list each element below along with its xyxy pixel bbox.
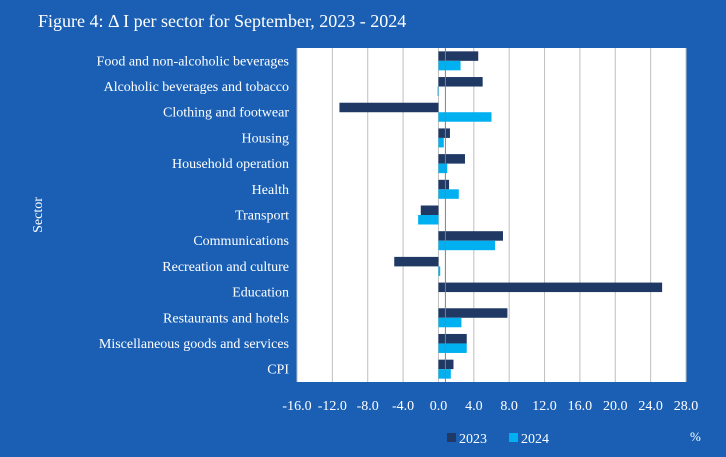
category-label: Household operation <box>172 157 289 172</box>
category-labels: Food and non-alcoholic beverages Alcoholi… <box>97 54 290 377</box>
legend-swatch-2023 <box>447 433 456 442</box>
category-label: Communications <box>193 234 289 249</box>
bar-2023-1 <box>438 77 483 87</box>
x-tick-label: -16.0 <box>282 399 311 414</box>
category-label: Recreation and culture <box>162 260 289 275</box>
bar-2023-9 <box>438 282 663 293</box>
bar-2023-3 <box>438 128 450 138</box>
x-tick-label: 20.0 <box>603 399 628 414</box>
bar-2024-3 <box>438 137 444 148</box>
x-tick-label: 8.0 <box>500 399 518 414</box>
bar-2023-11 <box>438 333 467 344</box>
legend-swatch-2024 <box>509 433 518 442</box>
legend: 2023 2024 <box>447 432 549 447</box>
bar-2023-0 <box>438 51 479 61</box>
x-tick-label: 4.0 <box>465 399 483 414</box>
bar-2024-7 <box>438 240 496 251</box>
y-axis-label: Sector <box>31 197 46 233</box>
x-tick-label: 12.0 <box>532 399 557 414</box>
bar-2024-2 <box>438 112 492 122</box>
bar-2023-10 <box>438 308 508 318</box>
bar-2023-4 <box>438 154 465 164</box>
bar-2023-7 <box>438 231 503 241</box>
x-tick-label: 28.0 <box>674 399 699 414</box>
x-tick-label: 16.0 <box>568 399 593 414</box>
legend-label: 2023 <box>459 432 487 447</box>
x-tick-label: -12.0 <box>318 399 347 414</box>
x-tick-label: 0.0 <box>430 399 448 414</box>
category-label: Food and non-alcoholic beverages <box>97 54 289 69</box>
legend-label: 2024 <box>521 432 549 447</box>
x-tick-labels: -16.0 -12.0 -8.0 -4.0 0.0 4.0 8.0 12.0 16.0 20.0 2… <box>282 399 698 414</box>
bar-2024-5 <box>438 189 459 199</box>
x-tick-label: 24.0 <box>638 399 663 414</box>
bar-2024-0 <box>438 60 461 71</box>
category-label: Housing <box>242 131 289 146</box>
category-label: Restaurants and hotels <box>163 311 289 326</box>
bar-2024-4 <box>438 163 448 174</box>
bar-2023-5 <box>438 179 450 190</box>
bar-2024-10 <box>438 317 462 328</box>
chart-title: Figure 4: Δ I per sector for September, … <box>38 11 406 31</box>
bar-2024-6 <box>418 215 439 225</box>
bar-2023-6 <box>420 205 439 215</box>
bar-2024-8 <box>438 266 441 276</box>
category-label: CPI <box>267 363 289 378</box>
bar-2024-11 <box>438 343 467 353</box>
bar-2023-12 <box>438 359 454 370</box>
category-label: Health <box>252 183 289 198</box>
category-label: Transport <box>235 209 289 224</box>
x-tick-label: -8.0 <box>357 399 379 414</box>
bar-2023-2 <box>339 102 439 113</box>
x-axis-unit: % <box>690 429 701 444</box>
category-label: Clothing and footwear <box>163 106 289 121</box>
category-label: Education <box>232 286 289 301</box>
plot-area <box>297 48 686 382</box>
x-tick-label: -4.0 <box>392 399 414 414</box>
category-label: Miscellaneous goods and services <box>99 337 289 352</box>
category-label: Alcoholic beverages and tobacco <box>104 80 289 95</box>
bar-2023-8 <box>394 256 439 267</box>
bar-2024-12 <box>438 369 451 379</box>
bars <box>339 51 663 379</box>
bar-2024-1 <box>437 86 439 97</box>
